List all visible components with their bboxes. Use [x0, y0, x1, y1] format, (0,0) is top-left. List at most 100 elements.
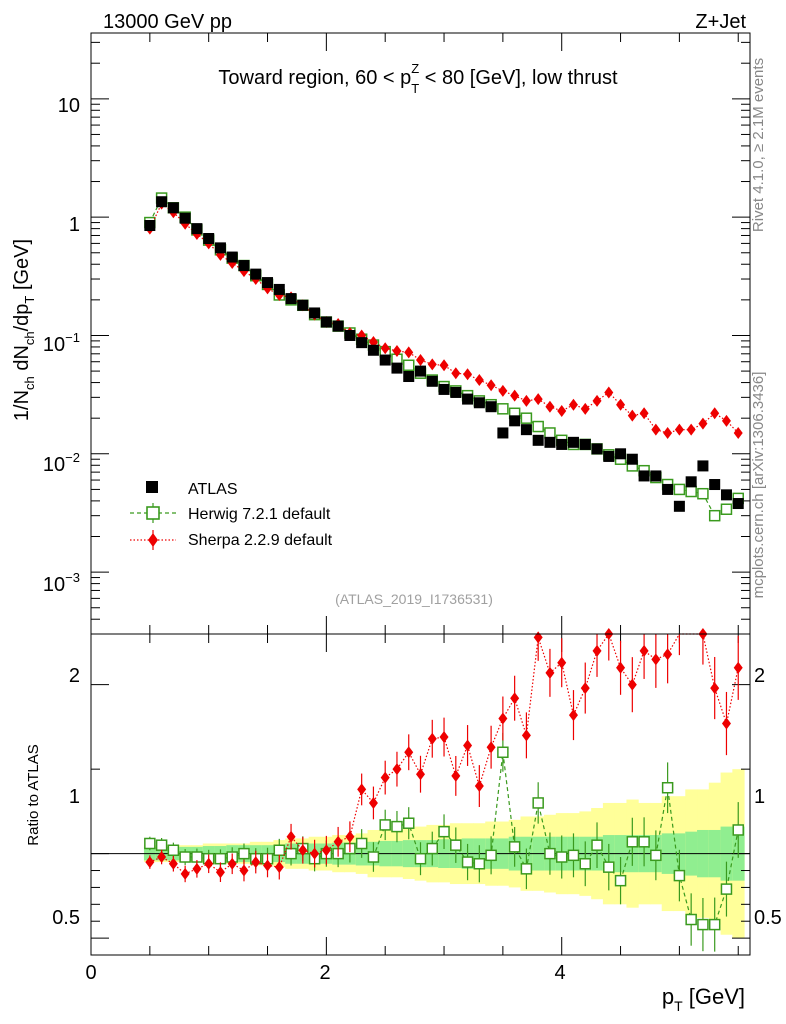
atlas-point	[509, 415, 521, 427]
sherpa-main-point	[639, 407, 649, 420]
sherpa-ratio-point	[239, 864, 249, 877]
herwig-ratio-point	[273, 844, 286, 857]
atlas-point	[156, 196, 168, 208]
atlas-point	[226, 251, 238, 263]
sherpa-ratio-point	[710, 682, 720, 695]
atlas-point	[615, 448, 627, 460]
atlas-point	[567, 436, 579, 448]
main-axis-ticks	[90, 33, 750, 635]
sherpa-ratio-point	[215, 866, 225, 879]
herwig-ratio-point	[426, 842, 439, 855]
herwig-main-point	[532, 420, 544, 433]
atlas-point	[462, 393, 474, 405]
ratio-panel-frame	[90, 633, 751, 956]
analysis-tag: (ATLAS_2019_I1736531)	[335, 591, 493, 607]
ratio-ytick-1-right: 1	[754, 786, 765, 808]
ratio-ytick-0.5-left: 0.5	[52, 907, 80, 929]
sherpa-ratio-point	[474, 780, 484, 793]
herwig-ratio-point	[155, 839, 168, 851]
herwig-ratio-point	[367, 851, 380, 863]
atlas-point	[450, 386, 462, 398]
sherpa-main-point	[486, 379, 496, 392]
herwig-ratio-point	[438, 825, 450, 838]
sherpa-main-point	[710, 407, 720, 420]
herwig-main-point	[708, 509, 721, 522]
herwig-ratio-point	[708, 918, 721, 931]
legend-atlas-marker	[146, 481, 158, 493]
sherpa-ratio-point	[663, 648, 673, 661]
sherpa-ratio-point	[627, 678, 637, 691]
main-ytick-10: 10	[58, 95, 80, 117]
sherpa-ratio-point	[227, 857, 237, 870]
main-ytick-0.1: 10−1	[43, 330, 80, 356]
sherpa-main-point	[439, 359, 449, 372]
sherpa-ratio-point	[345, 830, 355, 843]
sherpa-main-point	[663, 426, 673, 439]
atlas-point	[391, 362, 403, 374]
atlas-point	[415, 365, 426, 377]
herwig-main-point	[685, 485, 697, 498]
sherpa-main-point	[592, 394, 602, 407]
sherpa-ratio-point	[451, 769, 461, 782]
atlas-point	[144, 220, 156, 232]
sherpa-ratio-point	[486, 741, 496, 754]
sherpa-ratio-point	[592, 644, 602, 657]
plot-title-sub: T	[411, 81, 419, 96]
herwig-ratio-point	[497, 746, 509, 759]
sherpa-ratio-point	[298, 844, 308, 857]
herwig-ratio-point	[485, 849, 497, 862]
atlas-point	[532, 434, 544, 446]
sherpa-ratio-point	[145, 856, 155, 869]
herwig-ratio-point	[661, 781, 674, 794]
atlas-point	[638, 470, 650, 482]
ratio-ytick-0.5-right: 0.5	[754, 907, 782, 929]
herwig-ratio-point	[532, 797, 544, 809]
herwig-ratio-point	[285, 847, 297, 860]
sherpa-ratio-point	[568, 709, 578, 722]
main-y-axis-label: 1/Nch dNch/dpT [GeV]	[11, 239, 37, 421]
herwig-main-point	[673, 483, 686, 496]
atlas-point	[650, 470, 662, 482]
sherpa-main-point	[451, 367, 461, 380]
legend-herwig-label: Herwig 7.2.1 default	[188, 506, 331, 523]
sherpa-main-point	[427, 358, 437, 371]
sherpa-ratio-point	[357, 783, 367, 796]
sherpa-ratio-point	[651, 653, 661, 666]
sherpa-ratio-point	[286, 830, 296, 843]
atlas-point	[203, 233, 215, 245]
sherpa-ratio-point	[545, 666, 555, 679]
sherpa-main-point	[404, 346, 414, 359]
sherpa-ratio-point	[251, 856, 261, 869]
herwig-ratio-point	[567, 849, 580, 862]
atlas-point	[591, 443, 603, 455]
ratio-y-axis-label: Ratio to ATLAS	[25, 744, 42, 845]
sherpa-main-point	[533, 393, 543, 406]
herwig-ratio-point	[402, 817, 415, 829]
rivet-version-label: Rivet 4.1.0, ≥ 2.1M events	[750, 58, 767, 232]
atlas-point	[297, 299, 309, 311]
herwig-main-point	[520, 412, 533, 424]
sherpa-ratio-point	[439, 731, 449, 744]
sherpa-main-point	[380, 342, 390, 355]
atlas-point	[356, 337, 368, 349]
ratio-axis-ticks	[90, 634, 750, 955]
atlas-point	[238, 260, 250, 272]
sherpa-main-line	[149, 202, 739, 434]
herwig-ratio-point	[591, 839, 603, 851]
herwig-ratio-point	[238, 847, 250, 860]
sherpa-ratio-point	[157, 851, 167, 864]
atlas-point	[367, 344, 379, 356]
atlas-point	[485, 401, 497, 413]
sherpa-main-point	[557, 405, 567, 418]
herwig-ratio-point	[179, 851, 191, 863]
sherpa-ratio-point	[204, 857, 214, 870]
sherpa-ratio-point	[498, 712, 508, 725]
legend-sherpa-marker	[148, 533, 158, 547]
atlas-point	[332, 320, 344, 332]
atlas-point	[179, 212, 191, 224]
sherpa-main-point	[568, 398, 578, 411]
sherpa-ratio-point	[380, 771, 390, 784]
atlas-point	[344, 329, 356, 341]
herwig-ratio-point	[214, 852, 227, 865]
atlas-point	[685, 476, 697, 488]
